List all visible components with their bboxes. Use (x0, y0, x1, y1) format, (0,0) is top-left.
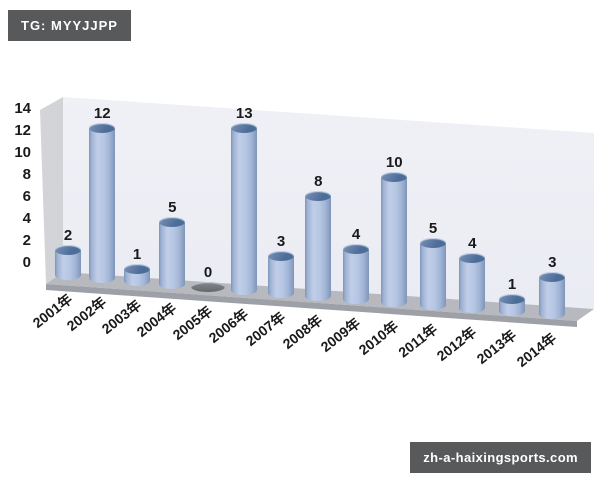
bar-cylinder (420, 242, 446, 310)
bar-cylinder-top (420, 237, 446, 248)
bar-cylinder-top (268, 250, 294, 261)
bar-cylinder (343, 249, 369, 304)
zero-value-marker (191, 282, 225, 292)
bar-cylinder-top (55, 245, 81, 255)
bar-value-label: 4 (468, 235, 477, 252)
bar-cylinder (305, 196, 332, 301)
bar-value-label: 5 (168, 198, 177, 216)
bar-value-label: 4 (351, 226, 361, 243)
bar-cylinder-top (499, 293, 525, 304)
bar-cylinder (89, 128, 116, 283)
bar-value-label: 2 (63, 227, 73, 244)
bar-cylinder-top (305, 191, 332, 201)
y-tick-label: 8 (22, 166, 31, 183)
y-tick-label: 6 (22, 188, 31, 205)
bar-value-label: 10 (385, 154, 403, 171)
watermark-tag-badge: TG: MYYJJPP (8, 10, 131, 41)
bar-value-label: 5 (428, 219, 438, 237)
y-tick-label: 10 (14, 144, 31, 161)
bar-value-label: 1 (507, 275, 517, 293)
y-tick-label: 0 (22, 254, 31, 271)
bar-cylinder (381, 177, 408, 307)
y-tick-label: 12 (14, 122, 31, 139)
bar-cylinder-top (124, 263, 150, 274)
bar-cylinder (231, 127, 258, 295)
bar-value-label: 8 (314, 173, 323, 190)
bar-cylinder-top (539, 271, 566, 282)
bar-cylinder (55, 250, 81, 280)
y-tick-label: 4 (22, 210, 31, 227)
bar-cylinder-top (159, 216, 186, 227)
bar-cylinder (159, 221, 186, 289)
y-tick-label: 2 (22, 232, 31, 249)
bar-value-label: 0 (203, 264, 213, 281)
bar-value-label: 3 (276, 232, 286, 250)
y-tick-label: 14 (14, 100, 31, 117)
bar-cylinder-top (459, 253, 486, 263)
bar-cylinder (459, 258, 486, 313)
bar-value-label: 1 (132, 245, 142, 263)
bar-cylinder (268, 255, 294, 298)
bar-value-label: 12 (93, 105, 111, 122)
bar-cylinder-top (381, 172, 408, 182)
bar-cylinder (539, 276, 566, 319)
watermark-url-badge: zh-a-haixingsports.com (410, 442, 591, 473)
bar-cylinder-top (343, 244, 369, 254)
bar-value-label: 13 (235, 104, 253, 122)
bar-cylinder-top (89, 123, 116, 133)
bar-cylinder-top (231, 122, 258, 133)
bar-value-label: 3 (548, 253, 557, 271)
